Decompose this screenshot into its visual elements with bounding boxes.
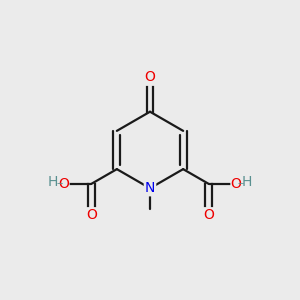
- Text: N: N: [145, 181, 155, 195]
- Text: ‒: ‒: [56, 178, 63, 188]
- Text: O: O: [58, 177, 69, 191]
- Text: H: H: [242, 176, 252, 189]
- Text: O: O: [203, 208, 214, 222]
- Text: O: O: [145, 70, 155, 84]
- Text: O: O: [231, 177, 242, 191]
- Text: ‒: ‒: [237, 178, 244, 188]
- Text: H: H: [48, 176, 58, 189]
- Text: O: O: [86, 208, 97, 222]
